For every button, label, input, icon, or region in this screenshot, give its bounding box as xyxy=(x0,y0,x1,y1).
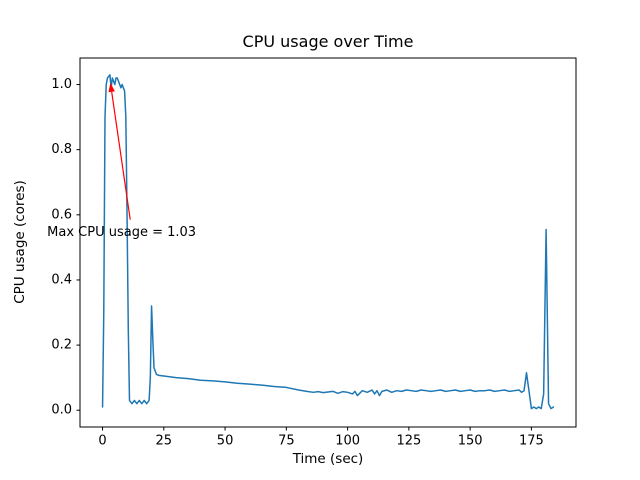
y-axis-label: CPU usage (cores) xyxy=(12,180,28,304)
cpu-usage-line xyxy=(101,74,555,410)
x-tick-label: 175 xyxy=(519,434,544,449)
x-tick-label: 100 xyxy=(335,434,360,449)
y-tick-label: 0.4 xyxy=(51,272,72,287)
x-tick-label: 25 xyxy=(156,434,173,449)
annotation-max-cpu: Max CPU usage = 1.03 xyxy=(47,225,196,240)
x-tick-label: 150 xyxy=(458,434,483,449)
y-tick-label: 0.8 xyxy=(51,142,72,157)
x-tick-label: 50 xyxy=(217,434,234,449)
chart-title: CPU usage over Time xyxy=(243,32,414,51)
x-tick-label: 0 xyxy=(98,434,106,449)
y-tick-label: 1.0 xyxy=(51,77,72,92)
annotation-arrow-head xyxy=(108,82,115,93)
x-tick-label: 125 xyxy=(396,434,421,449)
plot-area xyxy=(80,58,576,427)
x-axis-label: Time (sec) xyxy=(292,451,364,467)
y-tick-label: 0.6 xyxy=(51,207,72,222)
y-axis-ticks: 0.0 0.2 0.4 0.6 0.8 1.0 xyxy=(51,77,80,418)
x-axis-ticks: 0 25 50 75 100 125 150 175 xyxy=(98,427,544,449)
axes-spines xyxy=(79,57,577,428)
annotation-arrow xyxy=(111,91,131,220)
y-tick-label: 0.0 xyxy=(51,403,72,418)
y-tick-label: 0.2 xyxy=(51,338,72,353)
x-tick-label: 75 xyxy=(278,434,295,449)
